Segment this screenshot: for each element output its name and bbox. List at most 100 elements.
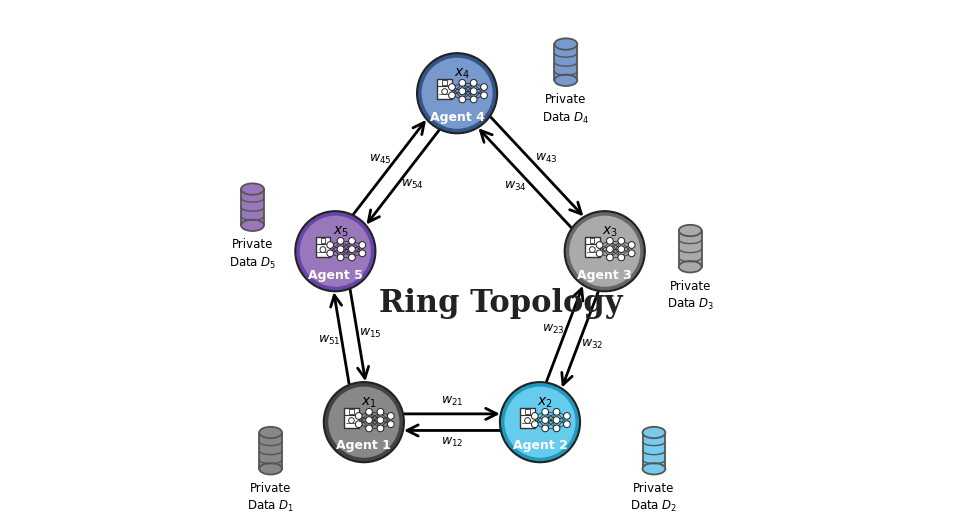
Text: $x_4$: $x_4$ xyxy=(454,66,470,81)
Circle shape xyxy=(359,250,366,257)
Circle shape xyxy=(298,214,373,289)
Circle shape xyxy=(387,421,394,428)
Circle shape xyxy=(607,237,613,244)
Ellipse shape xyxy=(242,220,264,231)
Circle shape xyxy=(618,254,625,261)
Circle shape xyxy=(337,237,344,244)
Text: $x_5$: $x_5$ xyxy=(332,224,349,239)
FancyBboxPatch shape xyxy=(521,408,535,428)
Circle shape xyxy=(327,241,333,249)
Circle shape xyxy=(481,92,488,99)
Bar xyxy=(554,44,578,80)
Text: $x_3$: $x_3$ xyxy=(602,224,618,239)
Ellipse shape xyxy=(554,38,578,50)
Circle shape xyxy=(470,88,477,95)
Circle shape xyxy=(416,53,497,134)
Ellipse shape xyxy=(679,225,701,236)
Bar xyxy=(442,80,447,85)
Circle shape xyxy=(320,247,326,252)
FancyBboxPatch shape xyxy=(438,79,452,99)
Ellipse shape xyxy=(642,427,666,438)
Ellipse shape xyxy=(554,75,578,86)
Circle shape xyxy=(349,254,355,261)
Text: $w_{45}$: $w_{45}$ xyxy=(368,153,391,166)
Ellipse shape xyxy=(642,463,666,474)
Bar xyxy=(642,433,666,469)
Bar xyxy=(259,433,282,469)
Text: $w_{21}$: $w_{21}$ xyxy=(440,395,463,408)
Ellipse shape xyxy=(679,261,701,272)
Text: Ring Topology: Ring Topology xyxy=(380,287,623,319)
Circle shape xyxy=(481,83,488,91)
Text: Agent 1: Agent 1 xyxy=(336,439,391,453)
Circle shape xyxy=(324,382,404,463)
Bar xyxy=(590,238,594,243)
Circle shape xyxy=(327,250,333,257)
Circle shape xyxy=(502,385,578,459)
Circle shape xyxy=(554,408,560,415)
Circle shape xyxy=(355,421,362,428)
Circle shape xyxy=(525,418,530,423)
Text: Agent 4: Agent 4 xyxy=(430,110,485,124)
Circle shape xyxy=(349,246,355,253)
Circle shape xyxy=(470,96,477,103)
Circle shape xyxy=(531,412,538,420)
Circle shape xyxy=(459,79,466,87)
Circle shape xyxy=(366,408,373,415)
Circle shape xyxy=(441,89,447,94)
Circle shape xyxy=(567,214,642,289)
Text: $w_{34}$: $w_{34}$ xyxy=(504,180,527,193)
Circle shape xyxy=(448,83,455,91)
Circle shape xyxy=(377,408,384,415)
Circle shape xyxy=(596,250,603,257)
Text: $x_1$: $x_1$ xyxy=(361,395,377,410)
FancyBboxPatch shape xyxy=(316,237,330,257)
Bar xyxy=(321,238,326,243)
Circle shape xyxy=(563,412,570,420)
Circle shape xyxy=(349,418,355,423)
Text: Private
Data $D_5$: Private Data $D_5$ xyxy=(229,238,276,271)
Circle shape xyxy=(337,246,344,253)
Text: $w_{43}$: $w_{43}$ xyxy=(535,152,557,165)
Ellipse shape xyxy=(242,183,264,195)
Ellipse shape xyxy=(259,463,282,474)
Bar xyxy=(242,189,264,225)
Circle shape xyxy=(349,237,355,244)
Circle shape xyxy=(355,412,362,420)
Circle shape xyxy=(377,416,384,424)
Circle shape xyxy=(499,382,581,463)
Circle shape xyxy=(554,416,560,424)
Text: $w_{23}$: $w_{23}$ xyxy=(542,323,564,336)
Circle shape xyxy=(337,254,344,261)
Text: Agent 3: Agent 3 xyxy=(578,268,632,282)
Circle shape xyxy=(596,241,603,249)
Text: $x_2$: $x_2$ xyxy=(537,395,554,410)
Text: $w_{12}$: $w_{12}$ xyxy=(440,436,463,450)
FancyBboxPatch shape xyxy=(344,408,358,428)
Circle shape xyxy=(589,247,595,252)
Circle shape xyxy=(359,241,366,249)
Circle shape xyxy=(470,79,477,87)
Circle shape xyxy=(607,254,613,261)
Bar xyxy=(350,409,354,414)
Circle shape xyxy=(618,246,625,253)
FancyBboxPatch shape xyxy=(585,237,600,257)
Circle shape xyxy=(542,408,549,415)
Circle shape xyxy=(542,416,549,424)
Circle shape xyxy=(607,246,613,253)
Text: Private
Data $D_3$: Private Data $D_3$ xyxy=(667,280,714,312)
Text: Private
Data $D_1$: Private Data $D_1$ xyxy=(247,482,295,514)
Text: $w_{54}$: $w_{54}$ xyxy=(401,178,424,192)
Text: Private
Data $D_4$: Private Data $D_4$ xyxy=(542,93,589,126)
Circle shape xyxy=(618,237,625,244)
Circle shape xyxy=(366,425,373,432)
Bar xyxy=(526,409,529,414)
Circle shape xyxy=(377,425,384,432)
Circle shape xyxy=(327,385,401,459)
Circle shape xyxy=(554,425,560,432)
Bar xyxy=(679,231,701,267)
Text: $w_{51}$: $w_{51}$ xyxy=(318,334,340,347)
Circle shape xyxy=(387,412,394,420)
Circle shape xyxy=(295,211,376,292)
Text: $w_{32}$: $w_{32}$ xyxy=(581,338,603,351)
